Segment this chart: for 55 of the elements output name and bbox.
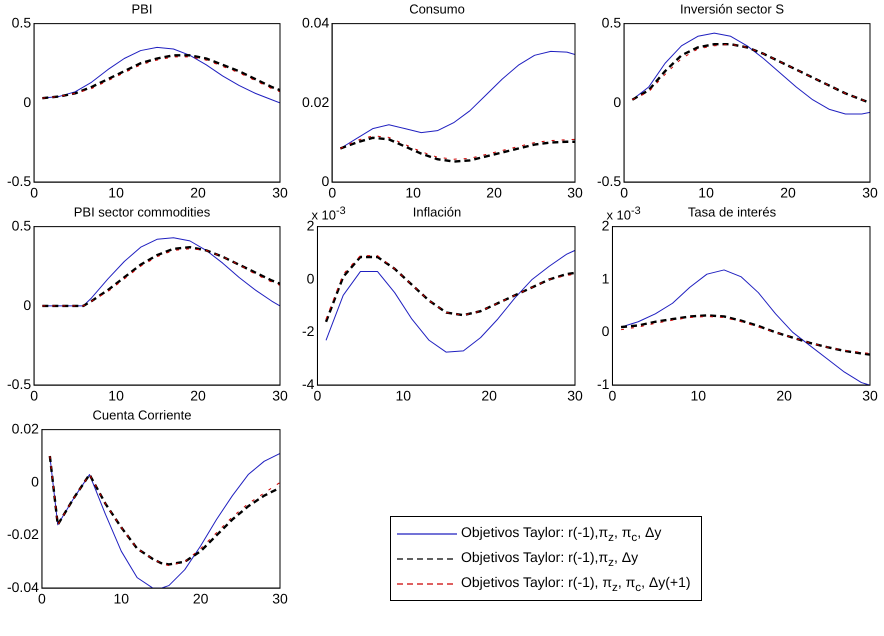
y-tick-label: 0.02	[302, 94, 330, 110]
y-tick-label: 0.5	[602, 14, 622, 30]
x-tick-label: 10	[698, 184, 714, 200]
x-tick-label: 10	[108, 387, 124, 404]
text: x 10$^{-3}$	[606, 204, 641, 222]
y-tick-label: -2	[302, 323, 315, 340]
x-tick-label: 30	[862, 184, 878, 200]
y-tick-label: -0.5	[7, 376, 32, 392]
y-tick-label: 0	[613, 94, 622, 110]
x-tick-label: 30	[567, 184, 583, 200]
y-tick-label: -4	[302, 376, 315, 392]
x-tick-label: 20	[486, 184, 502, 200]
y-tick-label: 0	[23, 296, 32, 313]
y-tick-label: -0.5	[7, 173, 32, 190]
legend-label: Objetivos Taylor: r(-1),π$_{z}$, Δy	[461, 548, 638, 568]
x-tick-label: 30	[862, 387, 878, 404]
y-tick-label: 0.04	[302, 14, 330, 30]
x-tick-label: 20	[481, 387, 498, 404]
x-tick-label: 20	[776, 387, 792, 404]
y-tick-label: 1	[602, 270, 610, 286]
x-tick-label: 20	[192, 590, 209, 606]
y-tick-label: -0.02	[6, 526, 40, 542]
legend-label: Objetivos Taylor: r(-1), π$_{z}$, π$_{c}$, Δy(+1)	[461, 574, 691, 594]
y-tick-label: 0.02	[12, 420, 40, 436]
y-tick-label: -0.04	[6, 579, 40, 596]
chart-title: PBI sector commodities	[74, 204, 211, 220]
x-tick-label: 30	[272, 387, 288, 404]
y-tick-label: 0.5	[12, 217, 32, 234]
chart-title: PBI	[132, 1, 152, 16]
y-tick-label: -1	[596, 376, 610, 392]
x-tick-label: 20	[190, 184, 206, 200]
y-tick-label: 0	[31, 473, 40, 490]
chart-title: Consumo	[409, 1, 465, 16]
x-tick-label: 10	[113, 590, 130, 606]
y-tick-label: 0	[306, 270, 315, 286]
chart-title: Inflación	[412, 204, 462, 220]
x-tick-label: 20	[190, 387, 206, 404]
x-tick-label: 30	[272, 184, 288, 200]
chart-title: Inversión sector S	[680, 1, 784, 16]
legend-label: Objetivos Taylor: r(-1),π$_{z}$, π$_{c}$, Δy	[461, 524, 662, 544]
chart-title: Cuenta Corriente	[92, 407, 192, 422]
x-tick-label: 10	[690, 387, 706, 404]
x-tick-label: 10	[405, 184, 422, 200]
x-tick-label: 20	[780, 184, 796, 200]
x-tick-label: 10	[108, 184, 124, 200]
y-tick-label: 0	[23, 94, 32, 110]
x-tick-label: 10	[396, 387, 412, 404]
x-tick-label: 30	[272, 590, 288, 606]
text: x 10$^{-3}$	[311, 204, 346, 222]
y-tick-label: 0	[321, 173, 330, 190]
chart-title: Tasa de interés	[688, 204, 777, 220]
y-tick-label: -0.5	[597, 173, 622, 190]
x-tick-label: 30	[567, 387, 583, 404]
y-tick-label: 0.5	[12, 14, 32, 30]
y-tick-label: 0	[602, 323, 610, 340]
